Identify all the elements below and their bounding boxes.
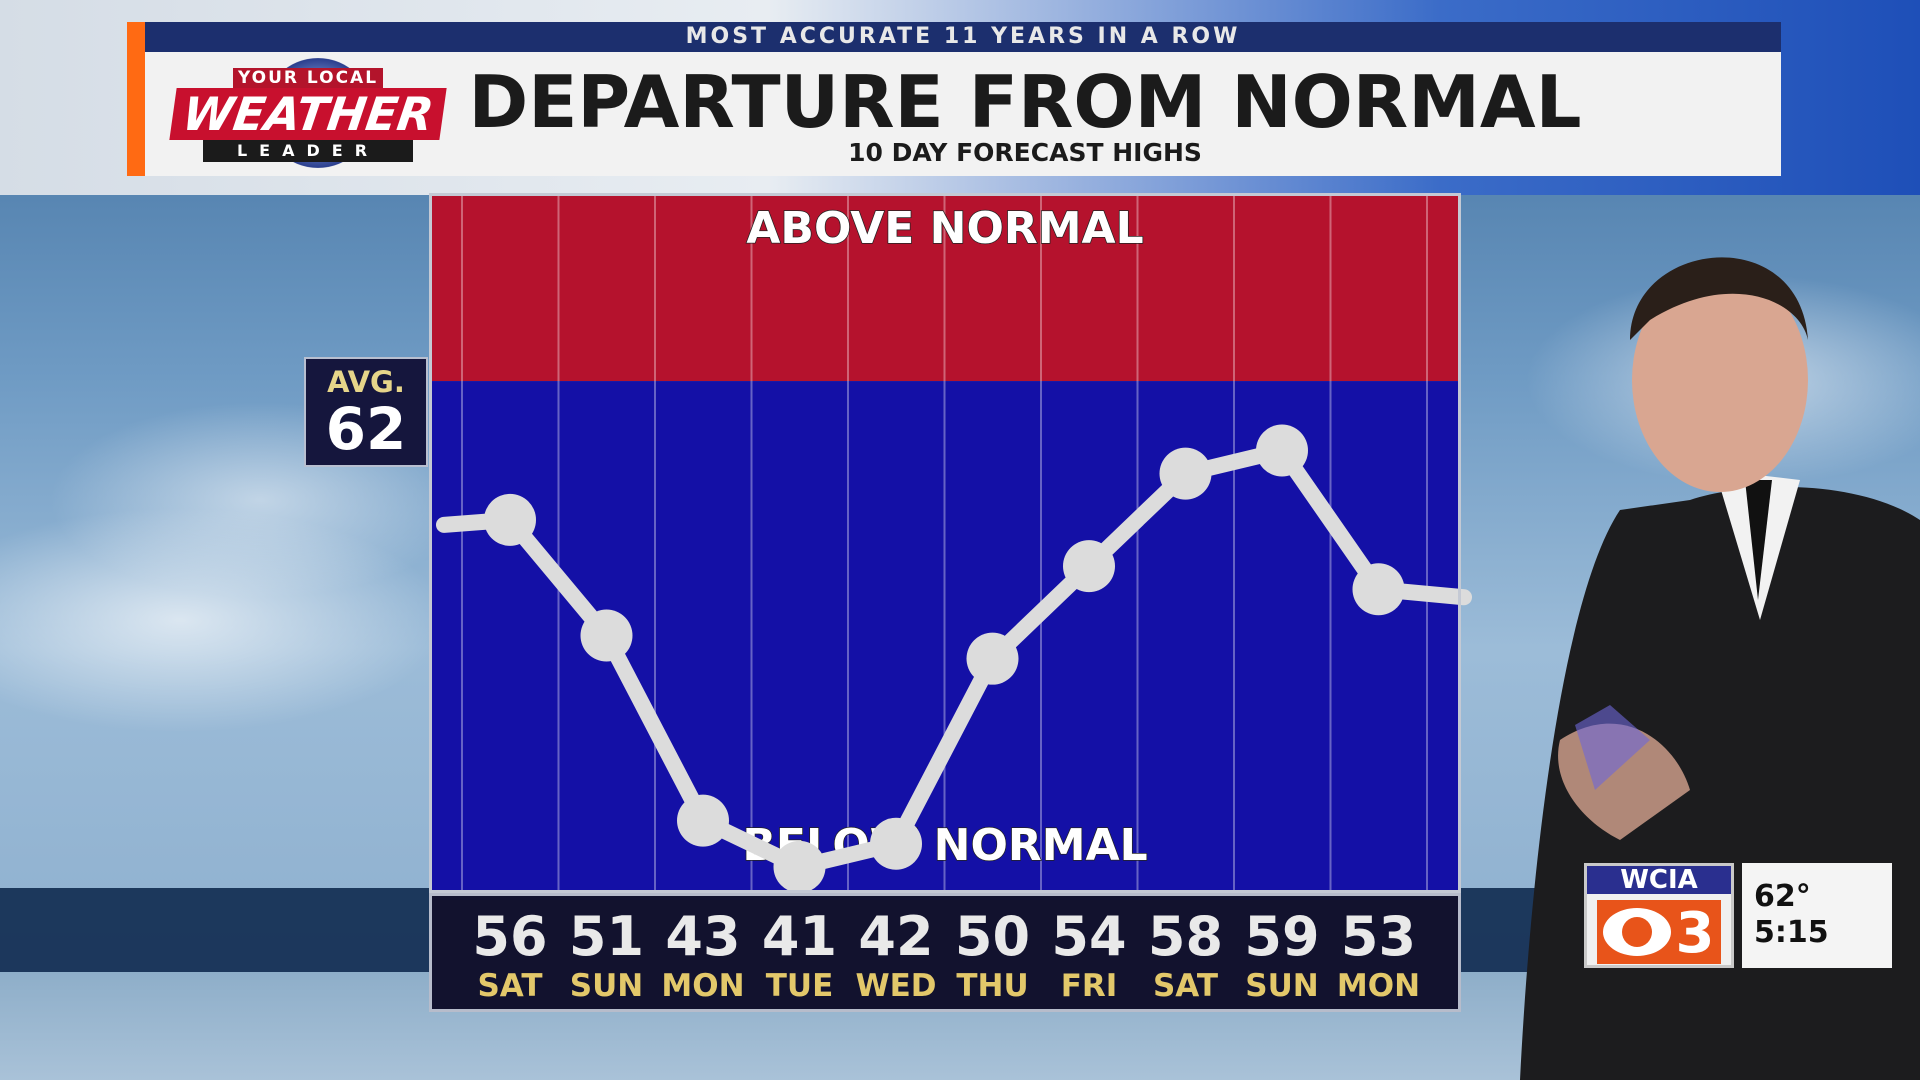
data-point bbox=[773, 840, 826, 893]
day-column: 42 WED bbox=[848, 896, 944, 1005]
data-point bbox=[484, 493, 536, 546]
day-column: 41 TUE bbox=[752, 896, 848, 1005]
accuracy-banner: MOST ACCURATE 11 YEARS IN A ROW bbox=[145, 22, 1781, 52]
weather-leader-logo: YOUR LOCAL WEATHER LEADER bbox=[163, 58, 453, 168]
day-strip: 56 SAT 51 SUN 43 MON 41 TUE 42 WED 50 THU 54 FRI 58 SAT… bbox=[429, 893, 1461, 1012]
day-high-temp: 41 bbox=[761, 905, 838, 968]
average-label: AVG. bbox=[327, 365, 405, 399]
day-column: 50 THU bbox=[945, 896, 1041, 1005]
above-normal-zone bbox=[432, 196, 1458, 382]
data-point bbox=[580, 609, 633, 662]
day-name: THU bbox=[956, 968, 1029, 1004]
current-temperature: 62° bbox=[1754, 879, 1811, 914]
day-name: MON bbox=[661, 968, 745, 1004]
average-box: AVG. 62 bbox=[304, 357, 428, 467]
day-high-temp: 50 bbox=[954, 905, 1031, 968]
day-high-temp: 56 bbox=[472, 905, 548, 968]
data-point bbox=[966, 632, 1019, 685]
data-point bbox=[1159, 447, 1212, 500]
day-column: 59 SUN bbox=[1234, 896, 1330, 1005]
average-value: 62 bbox=[325, 395, 407, 463]
station-logo: WCIA 3 bbox=[1584, 863, 1734, 968]
day-name: MON bbox=[1336, 968, 1421, 1004]
above-normal-label: ABOVE NORMAL bbox=[746, 203, 1143, 254]
day-name: FRI bbox=[1060, 968, 1118, 1004]
day-name: SAT bbox=[477, 968, 543, 1004]
data-point bbox=[1063, 540, 1115, 593]
day-column: 58 SAT bbox=[1138, 896, 1234, 1005]
station-call-letters: WCIA bbox=[1587, 866, 1731, 894]
day-high-temp: 54 bbox=[1051, 905, 1127, 968]
data-point bbox=[1352, 563, 1405, 616]
current-time: 5:15 bbox=[1754, 915, 1829, 950]
logo-top-text: YOUR LOCAL bbox=[233, 68, 383, 88]
chart-gridlines bbox=[461, 196, 1428, 890]
day-column: 43 MON bbox=[655, 896, 751, 1005]
station-info: 62° 5:15 bbox=[1742, 863, 1892, 968]
day-high-temp: 59 bbox=[1244, 905, 1320, 968]
data-point bbox=[677, 794, 729, 847]
logo-bottom-text: LEADER bbox=[203, 140, 413, 162]
day-high-temp: 51 bbox=[568, 905, 645, 968]
day-column: 54 FRI bbox=[1041, 896, 1137, 1005]
day-name: WED bbox=[855, 968, 937, 1004]
day-high-temp: 43 bbox=[665, 905, 741, 968]
day-high-temp: 58 bbox=[1147, 905, 1224, 968]
day-column: 53 MON bbox=[1331, 896, 1427, 1005]
data-point bbox=[1256, 424, 1308, 477]
day-high-temp: 53 bbox=[1340, 905, 1417, 968]
page-title: DEPARTURE FROM NORMAL bbox=[468, 60, 1582, 144]
day-name: TUE bbox=[765, 968, 834, 1004]
channel-number: 3 bbox=[1676, 901, 1715, 964]
day-name: SUN bbox=[569, 968, 644, 1004]
day-column: 56 SAT bbox=[462, 896, 558, 1005]
page-subtitle: 10 DAY FORECAST HIGHS bbox=[848, 138, 1202, 167]
day-name: SUN bbox=[1245, 968, 1319, 1004]
cbs-eye-icon: 3 bbox=[1597, 900, 1721, 964]
chart-frame bbox=[429, 193, 1461, 893]
day-name: SAT bbox=[1152, 968, 1219, 1004]
day-high-temp: 42 bbox=[858, 905, 934, 968]
temperature-points bbox=[484, 424, 1405, 893]
header-panel: MOST ACCURATE 11 YEARS IN A ROW YOUR LOC… bbox=[127, 22, 1781, 176]
data-point bbox=[870, 817, 922, 870]
station-bug: WCIA 3 62° 5:15 bbox=[1582, 861, 1920, 970]
day-column: 51 SUN bbox=[559, 896, 655, 1005]
